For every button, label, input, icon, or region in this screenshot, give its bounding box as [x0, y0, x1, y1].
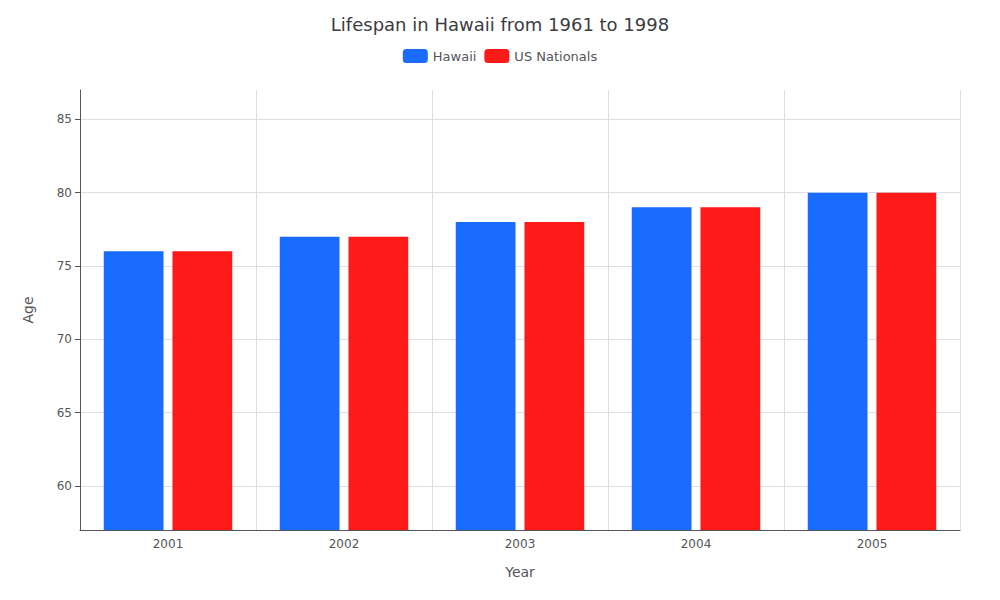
svg-text:60: 60 — [57, 479, 72, 493]
svg-text:Lifespan in Hawaii from 1961 t: Lifespan in Hawaii from 1961 to 1998 — [331, 14, 669, 35]
svg-text:2003: 2003 — [505, 537, 536, 551]
svg-text:2002: 2002 — [329, 537, 360, 551]
svg-text:2001: 2001 — [153, 537, 184, 551]
svg-text:Age: Age — [20, 296, 36, 323]
svg-text:2004: 2004 — [681, 537, 712, 551]
svg-text:2005: 2005 — [857, 537, 888, 551]
svg-text:80: 80 — [57, 186, 72, 200]
svg-text:Year: Year — [504, 564, 535, 580]
svg-text:70: 70 — [57, 332, 72, 346]
svg-text:65: 65 — [57, 406, 72, 420]
svg-text:75: 75 — [57, 259, 72, 273]
svg-text:85: 85 — [57, 112, 72, 126]
svg-text:US Nationals: US Nationals — [514, 49, 597, 64]
svg-text:Hawaii: Hawaii — [433, 49, 477, 64]
